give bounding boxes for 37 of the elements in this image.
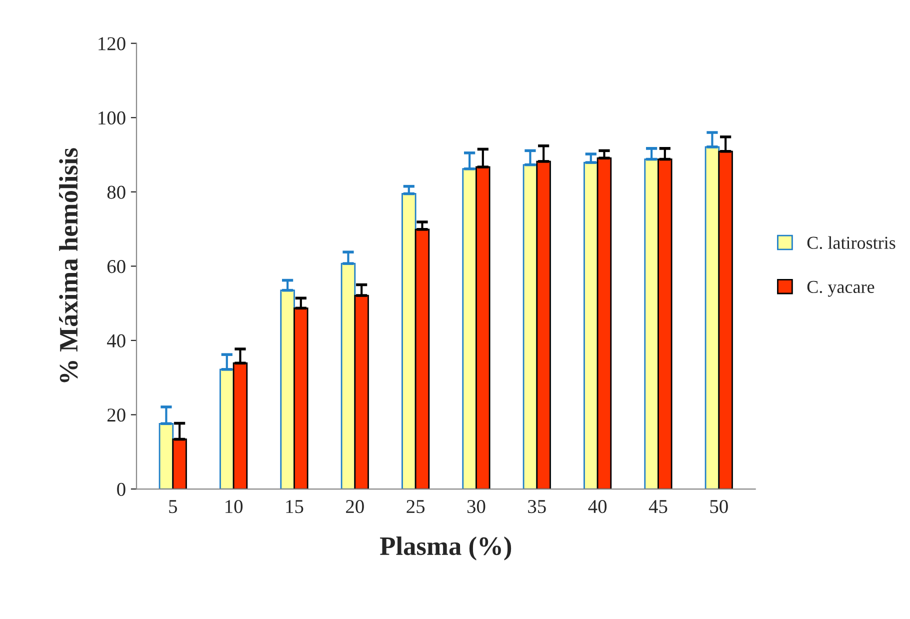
y-tick-label: 0 (117, 482, 126, 496)
legend-label: C. yacare (807, 280, 874, 297)
x-tick-label: 50 (710, 500, 728, 514)
x-tick-label: 35 (528, 500, 546, 514)
bar (294, 307, 308, 490)
bar (584, 162, 598, 490)
bar (232, 362, 248, 490)
y-tick-label: 80 (107, 186, 126, 199)
x-tick-label: 45 (648, 500, 668, 514)
bar (402, 193, 416, 490)
y-tick-label: 40 (107, 334, 126, 348)
x-tick-label: 20 (346, 500, 364, 514)
bar (658, 158, 672, 490)
legend-label: C. latirostris (807, 236, 896, 250)
bar (414, 228, 430, 490)
bar (172, 438, 187, 490)
y-axis-title: % Máxima hemólisis (59, 148, 78, 382)
bar (644, 158, 659, 490)
x-tick-label: 30 (467, 500, 486, 514)
x-tick-label: 5 (169, 500, 177, 514)
y-tick-label: 120 (98, 37, 126, 50)
x-tick-label: 15 (286, 500, 304, 514)
bar (536, 160, 551, 490)
x-tick-label: 40 (588, 500, 607, 514)
bar (280, 290, 295, 490)
x-tick-label: 10 (226, 500, 243, 514)
bar (354, 294, 369, 490)
y-tick-label: 100 (98, 111, 126, 125)
x-tick-label: 25 (406, 500, 425, 514)
x-axis-title: Plasma (%) (380, 536, 512, 560)
bar (462, 168, 477, 490)
bar (476, 166, 490, 490)
bar (718, 150, 733, 490)
y-tick-label: 20 (107, 408, 126, 422)
y-tick-label: 60 (107, 260, 126, 274)
bar (220, 368, 234, 490)
bar (596, 157, 612, 490)
